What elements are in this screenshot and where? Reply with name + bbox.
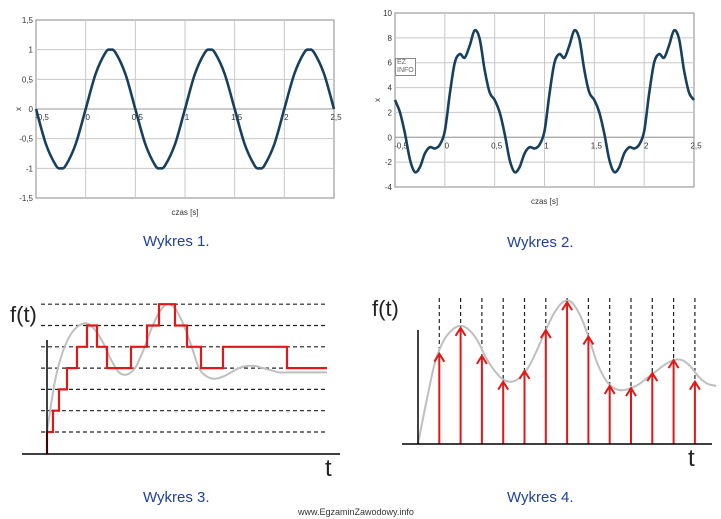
c4-sample-arrowhead	[433, 351, 446, 363]
footer-watermark: www.EgzaminZawodowy.info	[298, 507, 414, 517]
chart-3: f(t) t	[0, 260, 360, 485]
c2-series-line	[393, 28, 696, 174]
c2-xtick-label: -0,5	[394, 141, 408, 150]
caption-4: Wykres 4.	[507, 489, 574, 506]
c4-sample-arrowhead	[454, 326, 467, 337]
c4-sample-arrowhead	[518, 369, 531, 380]
c1-xlabel: czas [s]	[171, 208, 198, 217]
c3-xlabel: t	[325, 455, 332, 482]
caption-1: Wykres 1.	[143, 233, 210, 250]
c1-xtick-label: 2,5	[330, 113, 342, 122]
chart-2: 10 8 6 4 2 0 -2 -4 -0,5 0 0,5 1 1,5 2 2,5 czas [s] x	[360, 0, 721, 230]
logo-line-2: INFO	[397, 67, 414, 74]
c2-ytick-label: 4	[388, 84, 393, 93]
chart-3-svg: f(t) t	[10, 302, 340, 482]
c1-xtick-label: 0	[85, 113, 90, 122]
c4-sample-arrowhead	[476, 353, 488, 365]
c1-ytick-label: 1	[29, 46, 34, 55]
c1-ytick-label: 0	[29, 105, 34, 114]
c1-xtick-label: 2	[284, 113, 289, 122]
c1-ylabel: x	[14, 107, 23, 111]
c2-xtick-label: 2	[644, 141, 649, 150]
logo-line-1: EZ	[397, 59, 406, 66]
caption-2: Wykres 2.	[507, 234, 574, 251]
c4-sample-arrowhead	[667, 358, 680, 369]
c4-sample-arrowhead	[582, 334, 595, 346]
c2-xtick-label: 0	[445, 141, 450, 150]
c2-ylabel: x	[373, 98, 382, 102]
c4-sample-arrowhead	[603, 384, 616, 395]
c4-sample-arrowhead	[646, 371, 659, 382]
c4-sample-arrowhead	[561, 300, 573, 311]
c3-ylabel: f(t)	[10, 302, 37, 327]
c4-sample-arrowhead	[689, 379, 701, 391]
c4-ylabel: f(t)	[372, 296, 399, 321]
chart-4-svg: f(t) t	[372, 296, 717, 472]
c4-xlabel: t	[688, 445, 695, 472]
c2-xtick-label: 1	[544, 141, 549, 150]
c2-xtick-label: 0,5	[491, 141, 503, 150]
c2-ytick-label: 8	[388, 34, 393, 43]
ez-info-logo: EZ INFO	[395, 58, 416, 76]
c2-xtick-label: 2,5	[690, 141, 702, 150]
c3-analog-signal	[46, 303, 327, 433]
c1-series-line	[34, 48, 336, 170]
c2-ytick-label: -2	[385, 158, 393, 167]
c2-ytick-label: 2	[388, 108, 393, 117]
chart-4: f(t) t	[360, 260, 721, 485]
c1-ytick-label: 0,5	[22, 75, 34, 84]
c3-quantized-signal	[45, 303, 327, 454]
c1-ytick-label: -1	[26, 164, 34, 173]
c4-sample-arrowhead	[539, 328, 552, 339]
c2-xlabel: czas [s]	[531, 197, 558, 206]
chart-1: 1,5 1 0,5 0 -0,5 -1 -1,5 -0,5 0 0,5 1 1,5 2 2,5 czas […	[0, 0, 360, 230]
c1-ytick-label: 1,5	[22, 16, 34, 25]
c1-xtick-label: 1	[185, 113, 190, 122]
c1-xtick-label: -0,5	[35, 113, 49, 122]
c2-ytick-label: 0	[388, 133, 393, 142]
c2-ytick-label: 6	[388, 59, 393, 68]
c1-ytick-label: -0,5	[19, 135, 33, 144]
c4-sample-arrowhead	[497, 379, 510, 391]
caption-3: Wykres 3.	[143, 489, 210, 506]
c4-sample-arrowhead	[625, 386, 637, 397]
c2-xtick-label: 1,5	[591, 141, 603, 150]
c2-ytick-label: 10	[383, 9, 392, 18]
c2-ytick-label: -4	[385, 183, 393, 192]
c1-ytick-label: -1,5	[19, 194, 33, 203]
